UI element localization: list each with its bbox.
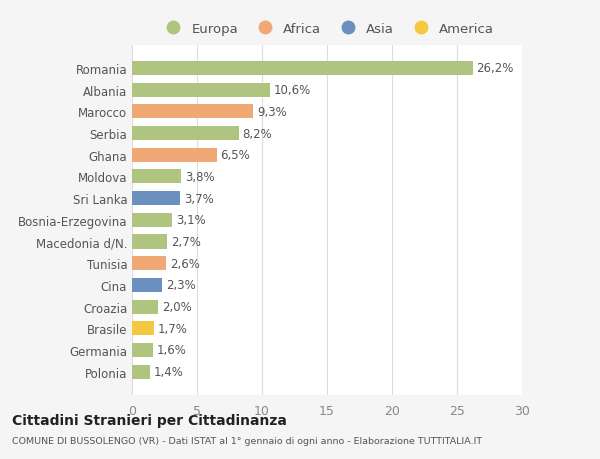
Text: Cittadini Stranieri per Cittadinanza: Cittadini Stranieri per Cittadinanza [12,413,287,427]
Text: 3,1%: 3,1% [176,214,206,227]
Text: 3,8%: 3,8% [185,171,215,184]
Text: COMUNE DI BUSSOLENGO (VR) - Dati ISTAT al 1° gennaio di ogni anno - Elaborazione: COMUNE DI BUSSOLENGO (VR) - Dati ISTAT a… [12,436,482,445]
Text: 2,7%: 2,7% [171,235,201,248]
Text: 6,5%: 6,5% [220,149,250,162]
Bar [132,213,172,227]
Text: 8,2%: 8,2% [242,127,272,140]
Bar [132,257,166,271]
Bar [132,278,162,292]
Bar [132,343,153,357]
Text: 26,2%: 26,2% [476,62,514,75]
Bar [132,127,239,141]
Bar [132,192,180,206]
Bar [132,170,181,184]
Text: 9,3%: 9,3% [257,106,287,118]
Text: 3,7%: 3,7% [184,192,214,205]
Bar [132,365,150,379]
Bar [132,148,217,162]
Text: 1,7%: 1,7% [158,322,188,335]
Text: 2,6%: 2,6% [170,257,200,270]
Legend: Europa, Africa, Asia, America: Europa, Africa, Asia, America [155,17,499,41]
Bar [132,62,473,76]
Bar [132,84,270,97]
Bar [132,105,253,119]
Text: 2,0%: 2,0% [162,301,191,313]
Bar [132,235,167,249]
Text: 10,6%: 10,6% [274,84,311,97]
Text: 1,6%: 1,6% [157,344,187,357]
Text: 2,3%: 2,3% [166,279,196,292]
Text: 1,4%: 1,4% [154,365,184,378]
Bar [132,321,154,336]
Bar [132,300,158,314]
